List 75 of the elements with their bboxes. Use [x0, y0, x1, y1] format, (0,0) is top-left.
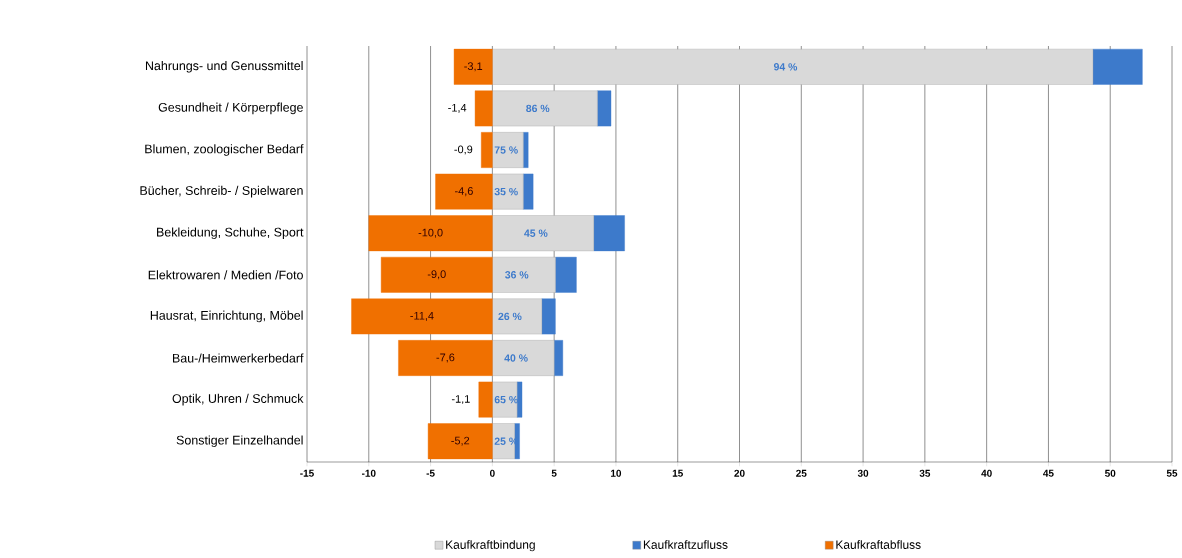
- x-tick-label: 40: [981, 469, 992, 477]
- y-tick-label: Bekleidung, Schuhe, Sport: [157, 227, 304, 239]
- bar: [492, 173, 524, 210]
- bar: [492, 90, 598, 127]
- bar: [1092, 48, 1143, 85]
- y-tick-label: Elektrowaren / Medien /Foto: [148, 270, 303, 280]
- x-tick-label: 0: [489, 469, 495, 477]
- annotation: 36 %: [505, 271, 529, 279]
- y-tick-label: Optik, Uhren / Schmuck: [172, 393, 304, 406]
- y-tick-label: Hausrat, Einrichtung, Möbel: [150, 310, 303, 323]
- y-tick-label: Blumen, zoologischer Bedarf: [145, 144, 304, 156]
- bar: [380, 256, 493, 293]
- x-tick-label: 35: [919, 469, 931, 477]
- bar: [523, 173, 534, 210]
- bar: [398, 340, 493, 376]
- x-tick-label: 55: [1166, 469, 1178, 477]
- bar: [492, 423, 515, 460]
- legend-label: Kaufkraftbindung: [446, 540, 535, 552]
- bar: [492, 48, 1094, 85]
- data-label: -9,0: [427, 270, 446, 280]
- data-label: -1,1: [451, 395, 470, 405]
- x-tick-label: 50: [1104, 469, 1116, 477]
- bar: [478, 381, 493, 418]
- bar: [427, 423, 493, 460]
- x-tick-label: -5: [426, 469, 435, 477]
- annotation: 86 %: [526, 104, 550, 113]
- bar: [541, 298, 556, 335]
- bar: [492, 132, 524, 168]
- y-tick-label: Bücher, Schreib- / Spielwaren: [140, 185, 303, 198]
- bar: [474, 90, 493, 127]
- data-label: -5,2: [451, 436, 470, 446]
- bar: [523, 132, 529, 168]
- data-label: -3,1: [464, 62, 483, 72]
- x-tick-label: 15: [672, 469, 683, 477]
- data-label: -10,0: [418, 228, 443, 238]
- legend-label: Kaufkraftzufluss: [643, 540, 728, 549]
- y-tick-label: Gesundheit / Körperpflege: [158, 102, 303, 115]
- bar: [514, 423, 520, 460]
- bar: [453, 48, 493, 85]
- x-tick-label: 30: [857, 469, 869, 477]
- annotation: 45 %: [524, 229, 548, 237]
- x-tick-label: 10: [611, 469, 622, 477]
- annotation: 35 %: [494, 187, 518, 196]
- bar: [368, 215, 493, 252]
- bar: [492, 381, 518, 418]
- x-tick-label: 5: [551, 469, 557, 477]
- bar: [492, 215, 594, 252]
- bar: [435, 173, 493, 210]
- data-label: -4,6: [454, 187, 473, 197]
- bar: [492, 340, 555, 376]
- x-tick-label: 25: [796, 469, 807, 477]
- bar: [593, 215, 625, 252]
- annotation: 75 %: [494, 146, 518, 154]
- y-tick-label: Nahrungs- und Genussmittel: [145, 60, 303, 73]
- data-label: -11,4: [410, 311, 434, 321]
- bar: [492, 298, 542, 335]
- x-tick-label: 20: [734, 469, 745, 477]
- x-tick-label: -10: [361, 469, 376, 477]
- bar: [492, 256, 556, 293]
- bar: [597, 90, 612, 127]
- x-tick-label: -15: [300, 469, 314, 477]
- y-tick-label: Sonstiger Einzelhandel: [176, 435, 303, 447]
- bar: [555, 256, 577, 293]
- data-label: -0,9: [454, 145, 473, 155]
- x-tick-label: 45: [1043, 469, 1054, 477]
- y-tick-label: Bau-/Heimwerkerbedarf: [172, 353, 304, 363]
- data-label: -1,4: [448, 103, 467, 113]
- annotation: 26 %: [498, 312, 522, 321]
- annotation: 40 %: [504, 354, 528, 362]
- bar: [351, 298, 493, 335]
- data-label: -7,6: [436, 353, 455, 363]
- bar: [481, 132, 493, 168]
- bar: [516, 381, 523, 418]
- legend-label: Kaufkraftabfluss: [836, 540, 921, 549]
- annotation: 94 %: [773, 63, 798, 71]
